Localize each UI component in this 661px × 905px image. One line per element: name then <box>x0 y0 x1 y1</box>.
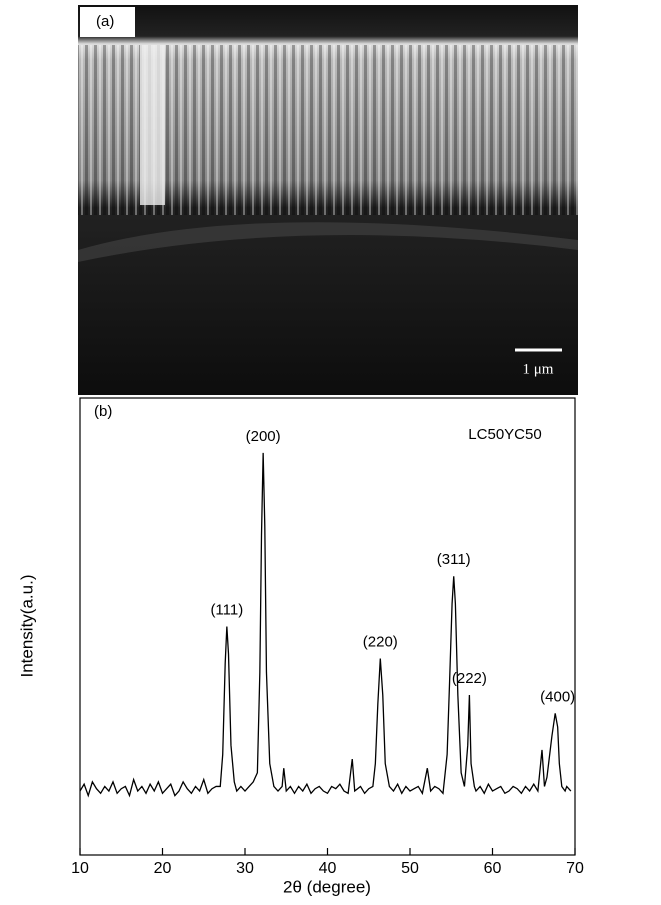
peak-label: (222) <box>452 670 487 687</box>
x-tick-label: 70 <box>566 860 584 877</box>
y-axis-label: Intensity(a.u.) <box>17 575 36 678</box>
x-tick-label: 50 <box>401 860 419 877</box>
peak-label: (400) <box>540 688 575 705</box>
x-axis-label: 2θ (degree) <box>283 877 371 896</box>
xrd-line <box>79 452 572 798</box>
sample-label: LC50YC50 <box>468 426 541 443</box>
peak-label: (220) <box>363 633 398 650</box>
scale-bar-label: 1 μm <box>523 361 554 377</box>
x-tick-label: 60 <box>484 860 502 877</box>
peak-label: (311) <box>437 551 471 568</box>
peak-label: (200) <box>246 428 281 445</box>
x-tick-label: 40 <box>319 860 337 877</box>
x-tick-label: 20 <box>154 860 172 877</box>
panel-label: (a) <box>96 13 114 30</box>
peak-label: (111) <box>210 601 243 618</box>
x-tick-label: 10 <box>71 860 89 877</box>
x-tick-label: 30 <box>236 860 254 877</box>
sem-image: (a) 1 μm <box>78 5 578 395</box>
panel-label: (b) <box>94 403 112 420</box>
